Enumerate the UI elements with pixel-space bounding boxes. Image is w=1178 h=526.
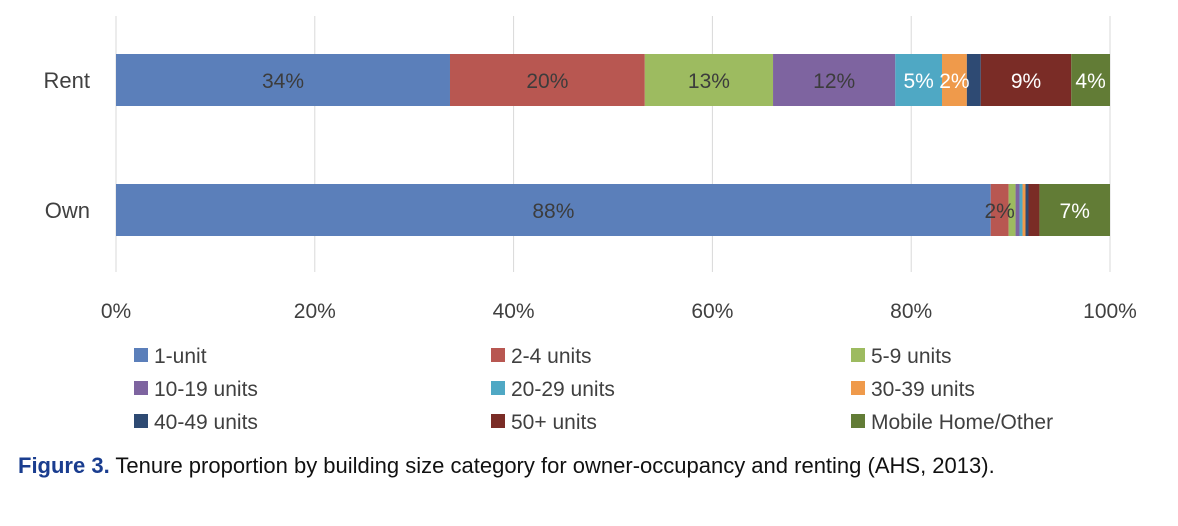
category-label: Rent — [44, 68, 90, 93]
legend: 1-unit 2-4 units 5-9 units 10-19 units 20-29… — [134, 345, 1053, 434]
x-tick-label: 20% — [294, 300, 336, 323]
legend-label: 2-4 units — [511, 345, 592, 368]
data-label: 20% — [526, 70, 568, 93]
bar-segment — [966, 54, 981, 106]
caption-text: Tenure proportion by building size categ… — [115, 453, 995, 478]
bar-segment — [1008, 184, 1016, 236]
x-tick-label: 40% — [493, 300, 535, 323]
bar-segment — [980, 54, 1072, 106]
legend-label: 1-unit — [154, 345, 207, 368]
bar-segment — [1015, 184, 1020, 236]
x-tick-label: 80% — [890, 300, 932, 323]
legend-swatch — [851, 414, 865, 428]
x-tick-label: 0% — [101, 300, 131, 323]
data-label: 9% — [1011, 70, 1041, 93]
legend-swatch — [134, 381, 148, 395]
category-labels: Rent Own — [44, 68, 90, 223]
bar-segment — [116, 54, 450, 106]
bar-segment — [1039, 184, 1110, 236]
stacked-bar-chart: Rent Own 34% 20% 13% 12% 5% 2% 9% 4% 88% 2% 7% 0% 20… — [44, 16, 1137, 434]
legend-swatch — [491, 348, 505, 362]
legend-label: 10-19 units — [154, 378, 258, 401]
bar-segment — [990, 184, 1009, 236]
bar-segment — [773, 54, 896, 106]
legend-swatch — [491, 414, 505, 428]
bar-segment — [1025, 184, 1029, 236]
data-label: 4% — [1075, 70, 1105, 93]
bar-segment — [644, 54, 774, 106]
x-axis-tick-labels: 0% 20% 40% 60% 80% 100% — [101, 300, 1137, 323]
data-label: 5% — [903, 70, 933, 93]
bar-segment — [1019, 184, 1023, 236]
bar-segment — [895, 54, 943, 106]
data-label: 7% — [1060, 200, 1090, 223]
category-label: Own — [45, 198, 90, 223]
bar-segment — [116, 184, 991, 236]
legend-label: Mobile Home/Other — [871, 411, 1053, 434]
figure-label: Figure 3. — [18, 453, 110, 478]
data-label: 13% — [688, 70, 730, 93]
bar-segment — [449, 54, 645, 106]
segment-labels: 34% 20% 13% 12% 5% 2% 9% 4% 88% 2% 7% — [262, 70, 1106, 223]
legend-label: 50+ units — [511, 411, 597, 434]
legend-swatch — [851, 348, 865, 362]
legend-swatch — [851, 381, 865, 395]
data-label: 2% — [939, 70, 969, 93]
data-label: 88% — [532, 200, 574, 223]
x-tick-label: 100% — [1083, 300, 1137, 323]
legend-label: 40-49 units — [154, 411, 258, 434]
data-label: 2% — [984, 200, 1014, 223]
data-label: 12% — [813, 70, 855, 93]
bar-segment — [1022, 184, 1026, 236]
legend-swatch — [134, 414, 148, 428]
bar-segment — [1071, 54, 1110, 106]
figure-caption: Figure 3. Tenure proportion by building … — [18, 450, 1160, 482]
bars — [116, 54, 1110, 236]
data-label: 34% — [262, 70, 304, 93]
bar-segment — [1028, 184, 1040, 236]
legend-label: 5-9 units — [871, 345, 952, 368]
bar-segment — [942, 54, 967, 106]
legend-swatch — [491, 381, 505, 395]
legend-swatch — [134, 348, 148, 362]
legend-label: 20-29 units — [511, 378, 615, 401]
x-tick-label: 60% — [691, 300, 733, 323]
legend-label: 30-39 units — [871, 378, 975, 401]
